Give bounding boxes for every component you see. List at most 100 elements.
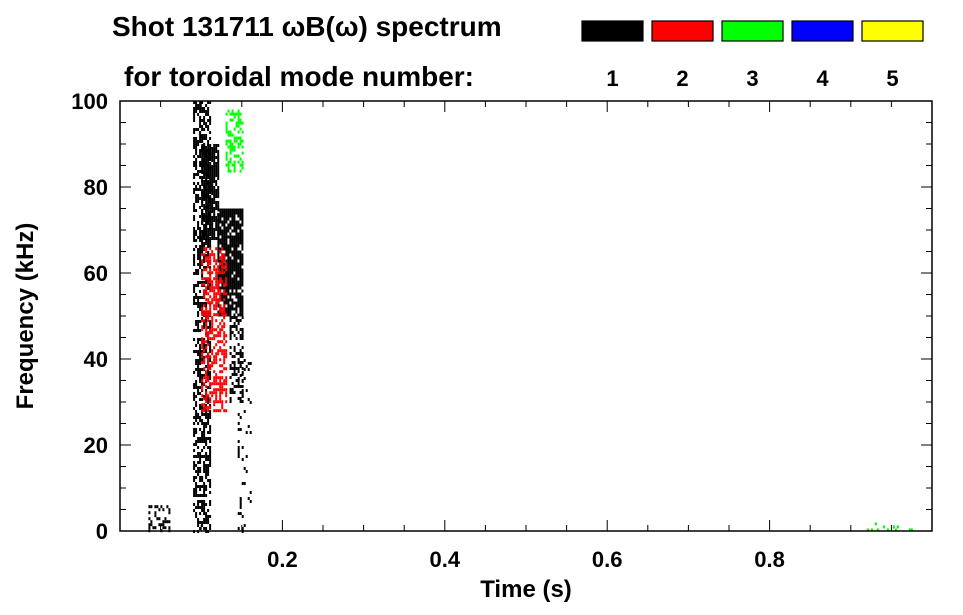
spectrum-cell <box>207 479 210 482</box>
spectrum-cell <box>896 525 899 529</box>
spectrum-cell <box>205 183 208 186</box>
spectrum-cell <box>209 274 212 278</box>
spectrum-cell <box>207 416 210 419</box>
spectrum-cell <box>193 191 196 194</box>
spectrum-cell <box>205 137 208 140</box>
spectrum-cell <box>197 170 200 173</box>
spectrum-cell <box>227 280 230 284</box>
x-tick-label: 0.6 <box>592 547 623 572</box>
spectrum-cell <box>241 482 244 485</box>
spectrum-cell <box>203 358 206 362</box>
spectrum-cell <box>231 208 234 212</box>
spectrum-cell <box>237 211 240 215</box>
spectrum-cell <box>215 358 218 362</box>
spectrum-cell <box>205 322 208 326</box>
spectrum-cell <box>203 183 206 186</box>
spectrum-cell <box>227 307 230 311</box>
spectrum-cell <box>201 195 204 198</box>
spectrum-cell <box>237 397 240 400</box>
spectrum-cell <box>205 122 208 125</box>
spectrum-cell <box>874 522 877 526</box>
spectrum-cell <box>227 217 230 221</box>
spectrum-cell <box>221 388 224 392</box>
spectrum-cell <box>209 286 212 290</box>
spectrum-cell <box>211 159 214 162</box>
spectrum-cell <box>201 277 204 281</box>
spectrum-cell <box>201 128 204 131</box>
spectrum-cell <box>894 528 897 532</box>
spectrum-cell <box>237 286 240 290</box>
spectrum-cell <box>223 343 226 347</box>
spectrum-cell <box>239 259 242 263</box>
spectrum-cell <box>205 170 208 173</box>
spectrum-cell <box>162 526 165 530</box>
spectrum-cell <box>231 109 234 113</box>
spectrum-cell <box>243 524 246 527</box>
spectrum-cell <box>219 340 222 344</box>
spectrum-cell <box>223 214 226 218</box>
spectrum-cell <box>205 239 208 242</box>
spectrum-cell <box>209 284 212 287</box>
spectrum-cell <box>241 334 244 337</box>
spectrum-cell <box>237 413 240 416</box>
spectrum-region-mode-3 <box>866 522 913 532</box>
spectrum-cell <box>203 168 206 171</box>
spectrum-cell <box>215 283 218 287</box>
spectrum-cell <box>225 253 228 257</box>
spectrum-cell <box>241 223 244 227</box>
spectrum-region-mode-1 <box>229 316 244 403</box>
spectrum-cell <box>241 328 244 331</box>
spectrum-cell <box>195 455 198 458</box>
spectrum-cell <box>213 210 216 213</box>
spectrum-cell <box>241 385 244 388</box>
spectrum-cell <box>213 307 216 311</box>
spectrum-cell <box>207 222 210 225</box>
spectrum-cell <box>211 189 214 192</box>
spectrum-cell <box>233 241 236 245</box>
spectrum-cell <box>203 304 206 308</box>
legend-swatch-3 <box>721 20 784 42</box>
spectrum-cell <box>203 488 206 491</box>
spectrum-cell <box>209 307 212 311</box>
spectrum-cell <box>201 355 204 359</box>
spectrum-cell <box>233 277 236 281</box>
spectrum-cell <box>239 349 242 352</box>
spectrum-cell <box>207 337 210 341</box>
spectrum-cell <box>207 251 210 254</box>
spectrum-cell <box>213 177 216 180</box>
spectrum-cell <box>233 154 236 158</box>
spectrum-cell <box>241 259 244 263</box>
spectrum-cell <box>217 268 220 272</box>
spectrum-cell <box>197 440 200 443</box>
spectrum-cell <box>203 195 206 198</box>
spectrum-cell <box>205 334 208 338</box>
spectrum-cell <box>201 328 204 332</box>
spectrum-cell <box>209 131 212 134</box>
spectrum-cell <box>203 491 206 494</box>
spectrum-cell <box>241 304 244 308</box>
spectrum-cell <box>195 164 198 167</box>
spectrum-cell <box>197 521 200 524</box>
spectrum-cell <box>201 239 204 242</box>
spectrum-region-mode-3 <box>225 109 244 173</box>
spectrum-cell <box>203 180 206 183</box>
spectrum-cell <box>166 505 169 509</box>
spectrum-cell <box>237 377 240 380</box>
spectrum-cell <box>197 467 200 470</box>
spectrum-cell <box>207 245 210 248</box>
spectrum-cell <box>229 337 232 340</box>
spectrum-cell <box>201 352 204 356</box>
spectrum-cell <box>241 163 244 167</box>
spectrum-cell <box>219 307 222 311</box>
spectrum-cell <box>237 280 240 284</box>
spectrum-cell <box>225 262 228 266</box>
spectrum-cell <box>225 334 228 338</box>
spectrum-cell <box>201 422 204 425</box>
spectrum-cell <box>193 155 196 158</box>
spectrum-cell <box>209 168 212 171</box>
spectrum-cell <box>201 317 204 320</box>
spectrum-cell <box>217 409 220 413</box>
spectrum-cell <box>193 215 196 218</box>
spectrum-cell <box>197 104 200 107</box>
spectrum-cell <box>205 494 208 497</box>
